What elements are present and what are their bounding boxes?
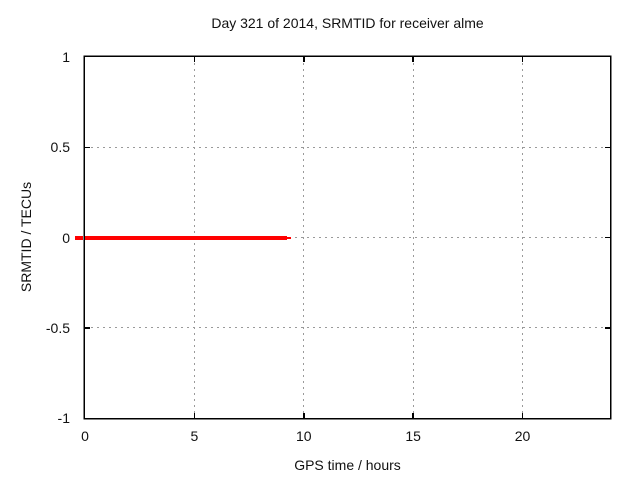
chart-title: Day 321 of 2014, SRMTID for receiver alm… <box>211 15 484 31</box>
x-tick-mark <box>303 57 305 62</box>
y-tick-label: 1 <box>62 49 70 65</box>
y-tick-label: 0 <box>62 229 70 246</box>
y-gridline <box>85 146 610 148</box>
x-tick-label: 20 <box>514 428 531 444</box>
y-tick-mark <box>85 146 90 148</box>
y-tick-mark <box>605 236 610 239</box>
y-tick-mark <box>85 327 90 329</box>
x-tick-mark <box>412 57 414 62</box>
y-tick-label: -0.5 <box>45 319 70 336</box>
series-line-segment <box>287 236 291 239</box>
y-tick-label: -1 <box>57 410 70 426</box>
x-tick-mark <box>193 413 196 418</box>
x-axis-label: GPS time / hours <box>294 457 401 473</box>
x-tick-mark <box>193 57 196 62</box>
x-tick-mark <box>412 413 414 418</box>
series-line-segment <box>75 235 83 240</box>
y-gridline <box>85 237 610 238</box>
y-tick-label: 0.5 <box>50 139 70 156</box>
x-tick-label: 10 <box>295 428 312 444</box>
x-tick-label: 15 <box>405 428 421 444</box>
x-tick-label: 5 <box>190 428 199 444</box>
y-tick-mark <box>605 327 610 329</box>
plot-area <box>75 57 610 418</box>
y-gridline <box>85 327 610 329</box>
x-tick-mark <box>303 413 305 418</box>
x-tick-mark <box>521 57 524 62</box>
x-tick-label: 0 <box>81 428 89 444</box>
series-line-segment <box>85 235 288 240</box>
x-tick-mark <box>521 413 524 418</box>
y-tick-mark <box>605 146 610 148</box>
